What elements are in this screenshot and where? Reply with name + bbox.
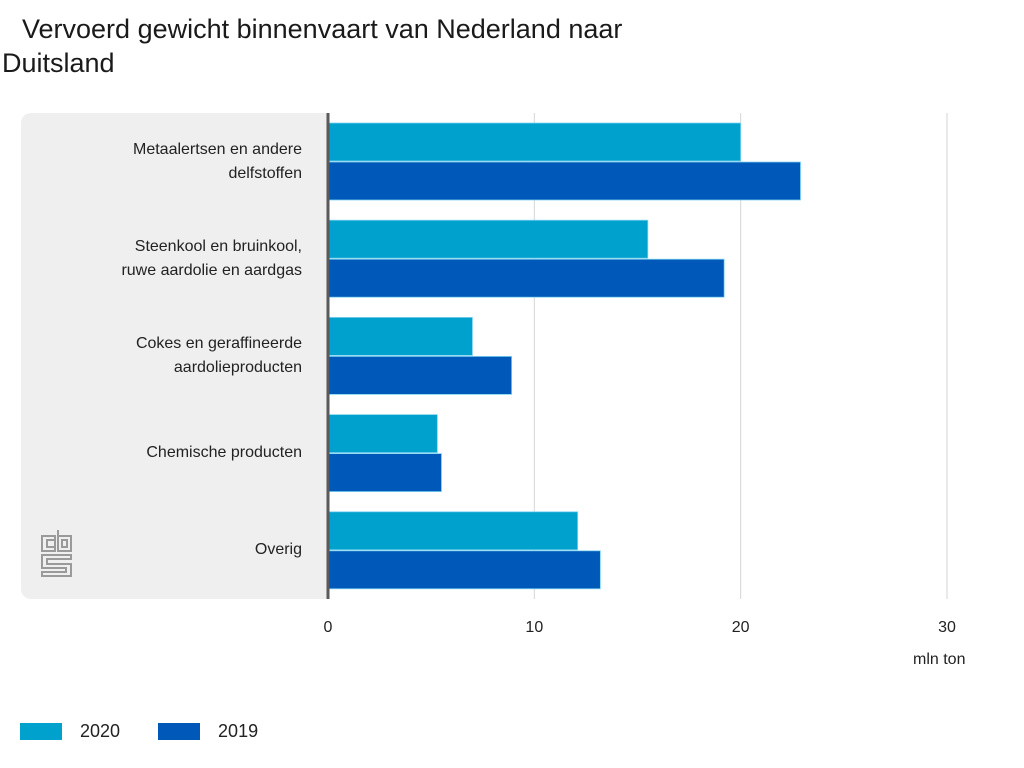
bar-2019-1 (327, 161, 801, 201)
category-label-line: Metaalertsen en andere (133, 140, 302, 158)
category-label-line: aardolieproducten (173, 358, 302, 376)
x-tick-label-10: 10 (525, 619, 543, 636)
bar-2019-3 (327, 355, 513, 395)
legend-item-2020: 2020 (20, 721, 120, 742)
x-tick-label-0: 0 (324, 619, 333, 636)
bar-2020-1 (327, 122, 742, 162)
category-label-2: Steenkool en bruinkool, ruwe aardolie en … (46, 235, 302, 283)
legend-label-2020: 2020 (80, 721, 121, 741)
category-label-line: Chemische producten (146, 444, 302, 462)
legend-swatch-2019 (158, 723, 201, 740)
category-label-panel (21, 113, 329, 599)
category-label-3: Cokes en geraffineerde aardolieproducten (46, 332, 302, 380)
category-label-line: Overig (254, 541, 302, 559)
category-label-line: Cokes en geraffineerde (135, 334, 302, 352)
bar-2019-5 (327, 550, 601, 590)
cbs-logo-icon (41, 530, 72, 577)
category-label-1: Metaalertsen en andere delfstoffen (46, 138, 302, 186)
category-label-line: delfstoffen (228, 164, 302, 182)
legend-label-2019: 2019 (218, 721, 259, 741)
x-axis-unit-label: mln ton (913, 651, 966, 668)
bar-2020-3 (327, 316, 473, 356)
bar-2020-4 (327, 414, 438, 454)
bar-2020-5 (327, 511, 579, 551)
chart-title: Vervoerd gewicht binnenvaart van Nederla… (2, 14, 623, 78)
bar-2020-2 (327, 219, 649, 259)
category-label-line: Steenkool en bruinkool, (134, 237, 302, 255)
legend: 2020 2019 (20, 721, 296, 742)
legend-item-2019: 2019 (158, 721, 258, 742)
category-label-5: Overig (46, 538, 302, 562)
bar-2019-4 (327, 453, 442, 493)
legend-swatch-2020 (20, 723, 62, 740)
category-label-line: ruwe aardolie en aardgas (121, 261, 302, 279)
x-tick-label-30: 30 (938, 619, 956, 636)
category-label-4: Chemische producten (46, 441, 302, 465)
bar-2019-2 (327, 258, 725, 298)
x-tick-label-20: 20 (732, 619, 750, 636)
